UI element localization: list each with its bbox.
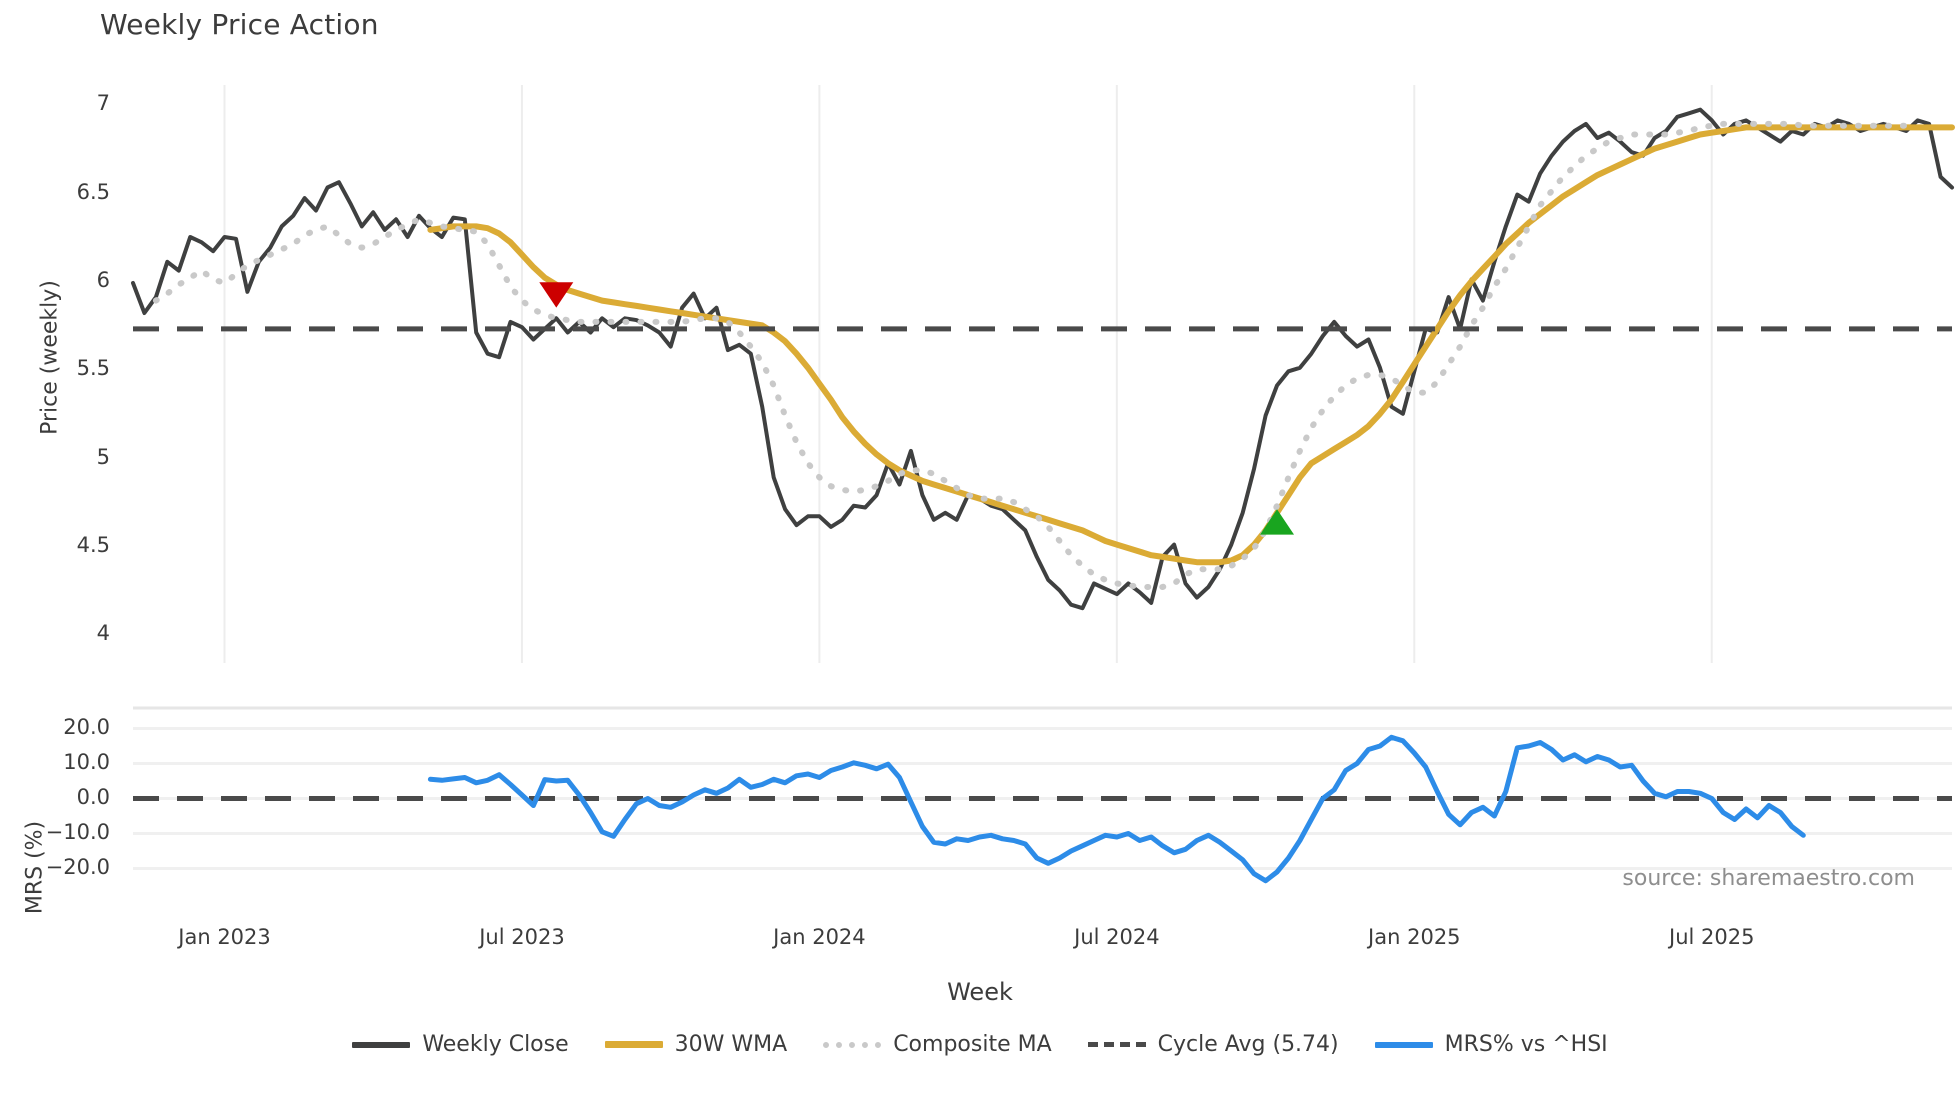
legend-item-composite-ma[interactable]: Composite MA: [823, 1032, 1052, 1057]
series-line-composite-ma: [152, 120, 1921, 590]
price-y-tick: 5.5: [76, 356, 110, 381]
legend-swatch: [1087, 1042, 1146, 1047]
buy-signal-marker: [1260, 509, 1295, 535]
x-tick: Jul 2025: [1669, 925, 1755, 949]
legend-swatch: [604, 1041, 663, 1048]
legend-label: 30W WMA: [674, 1032, 788, 1057]
legend-label: MRS% vs ^HSI: [1444, 1032, 1608, 1057]
series-line-30w-wma: [427, 124, 1955, 566]
price-y-tick: 6: [96, 267, 110, 292]
legend-label: Cycle Avg (5.74): [1157, 1032, 1339, 1057]
mrs-y-tick: 10.0: [63, 749, 110, 774]
mrs-y-tick: 20.0: [63, 714, 110, 739]
legend-item-mrs-vs-hsi[interactable]: MRS% vs ^HSI: [1374, 1032, 1608, 1057]
x-tick: Jan 2023: [178, 925, 271, 949]
page-title: Weekly Price Action: [100, 8, 379, 41]
x-tick: Jul 2024: [1074, 925, 1160, 949]
mrs-y-tick: −20.0: [45, 854, 110, 879]
legend-swatch: [823, 1041, 882, 1048]
source-watermark: source: sharemaestro.com: [1622, 866, 1915, 891]
chart-legend: Weekly Close 30W WMA Composite MA Cycle Avg…: [0, 1032, 1960, 1057]
legend-swatch: [1374, 1041, 1433, 1048]
legend-label: Composite MA: [893, 1032, 1052, 1057]
price-y-tick: 4: [96, 621, 110, 646]
x-tick: Jul 2023: [479, 925, 565, 949]
sell-signal-marker: [539, 282, 574, 308]
legend-label: Weekly Close: [422, 1032, 569, 1057]
mrs-y-tick: −10.0: [45, 819, 110, 844]
x-tick: Jan 2025: [1368, 925, 1461, 949]
price-y-tick: 7: [96, 91, 110, 116]
x-tick: Jan 2024: [773, 925, 866, 949]
x-axis-label: Week: [947, 978, 1013, 1006]
legend-item-30w-wma[interactable]: 30W WMA: [604, 1032, 788, 1057]
legend-swatch: [352, 1041, 411, 1048]
price-y-tick: 5: [96, 444, 110, 469]
series-line-weekly-close: [131, 107, 1954, 611]
series-line-mrs-vs-hsi: [427, 734, 1806, 884]
price-y-tick: 4.5: [76, 533, 110, 558]
price-y-tick: 6.5: [76, 179, 110, 204]
legend-item-cycle-avg-5-74[interactable]: Cycle Avg (5.74): [1087, 1032, 1339, 1057]
mrs-y-tick: 0.0: [76, 784, 110, 809]
legend-item-weekly-close[interactable]: Weekly Close: [352, 1032, 569, 1057]
